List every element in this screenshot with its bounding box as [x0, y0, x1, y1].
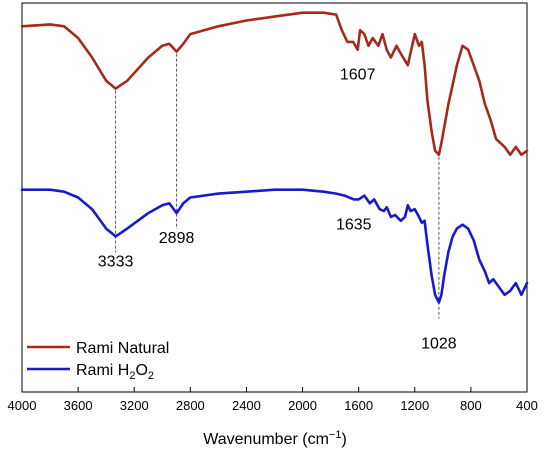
- x-tick-label-1200: 1200: [400, 398, 429, 413]
- x-axis-title-close: ): [341, 431, 346, 448]
- x-tick-label-800: 800: [460, 398, 482, 413]
- series-line-rami-natural: [20, 11, 529, 156]
- x-tick-label-3600: 3600: [64, 398, 93, 413]
- series-line-rami-h2o2: [20, 188, 529, 304]
- x-tick-label-2400: 2400: [232, 398, 261, 413]
- annotation-label-1607: 1607: [340, 67, 376, 84]
- x-axis-title-sup: −1: [329, 429, 342, 441]
- x-tick-label-4000: 4000: [8, 398, 37, 413]
- legend-label-0: Rami Natural: [76, 340, 169, 357]
- annotation-labels: 3333 2898 1607 1635 1028: [98, 67, 457, 353]
- legend-label-1: Rami H2O2: [76, 362, 154, 382]
- x-axis: 4000 3600 3200 2800 2400 2000 1600 1200 800 400: [8, 387, 538, 413]
- x-tick-label-2000: 2000: [288, 398, 317, 413]
- annotation-label-1028: 1028: [421, 336, 457, 353]
- plot-frame: [21, 2, 528, 393]
- annotation-lines: [115, 53, 440, 319]
- x-tick-label-400: 400: [516, 398, 538, 413]
- legend: Rami Natural Rami H2O2: [27, 340, 169, 382]
- annotation-label-1635: 1635: [336, 216, 372, 233]
- x-axis-title: Wavenumber (cm−1): [203, 429, 347, 448]
- x-tick-label-3200: 3200: [120, 398, 149, 413]
- annotation-label-2898: 2898: [159, 230, 195, 247]
- series-layer: [20, 11, 529, 304]
- x-tick-label-2800: 2800: [176, 398, 205, 413]
- annotation-label-3333: 3333: [98, 253, 134, 270]
- x-tick-label-1600: 1600: [344, 398, 373, 413]
